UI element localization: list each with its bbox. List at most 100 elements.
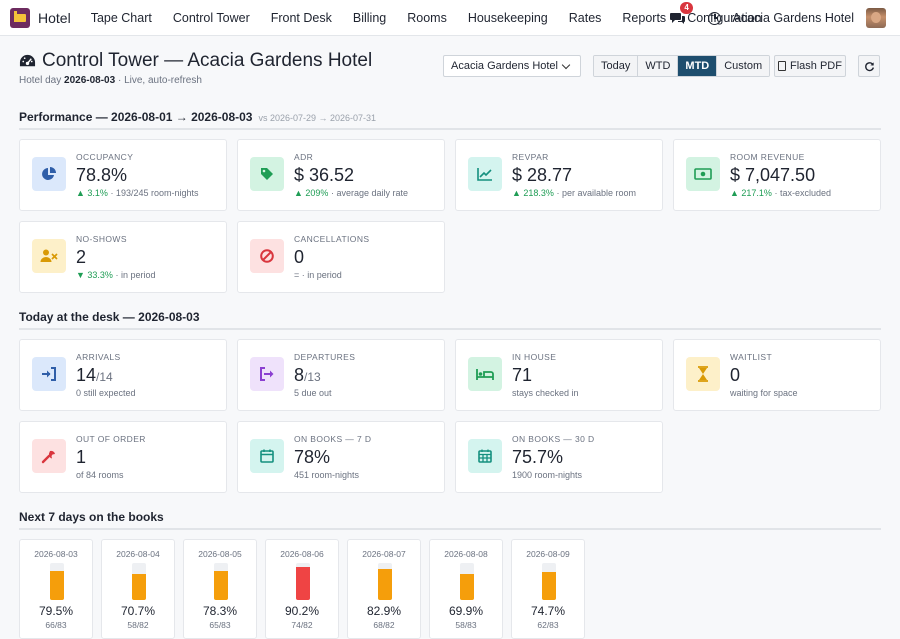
menu-rates[interactable]: Rates xyxy=(568,10,602,25)
menu-tape-chart[interactable]: Tape Chart xyxy=(90,10,152,25)
money-icon xyxy=(686,157,720,191)
desk-card-on-books-30d[interactable]: ON BOOKS — 30 D 75.7% 1900 room-nights xyxy=(455,421,663,493)
kpi-value: $ 7,047.50 xyxy=(730,165,816,185)
calendar-grid-icon xyxy=(468,439,502,473)
occupancy-bar-track xyxy=(460,563,474,600)
desk-card-on-books-7d[interactable]: ON BOOKS — 7 D 78% 451 room-nights xyxy=(237,421,445,493)
occupancy-bar-fill xyxy=(542,572,556,600)
kpi-value: 0 xyxy=(730,365,741,385)
kpi-card-room-revenue[interactable]: ROOM REVENUE $ 7,047.50 ▲ 217.1% · tax-e… xyxy=(673,139,881,211)
kpi-card-cancellations[interactable]: CANCELLATIONS 0 = · in period xyxy=(237,221,445,293)
kpi-delta: ▲ 217.1% xyxy=(730,188,772,198)
day-date: 2026-08-09 xyxy=(526,549,570,559)
desk-card-departures[interactable]: DEPARTURES 8/13 5 due out xyxy=(237,339,445,411)
period-custom-button[interactable]: Custom xyxy=(717,56,770,76)
comparison-period: vs 2026-07-29 → 2026-07-31 xyxy=(258,113,377,123)
period-today-button[interactable]: Today xyxy=(594,56,639,76)
flash-pdf-button[interactable]: Flash PDF xyxy=(774,55,846,77)
kpi-subtext: of 84 rooms xyxy=(76,470,124,480)
day-date: 2026-08-03 xyxy=(34,549,78,559)
day-occupancy-pct: 79.5% xyxy=(38,604,74,618)
occupancy-bar-fill xyxy=(296,566,310,600)
occupancy-bar-track xyxy=(378,563,392,600)
day-room-nights: 65/83 xyxy=(209,620,231,630)
company-switcher[interactable]: Acacia Gardens Hotel xyxy=(732,11,854,25)
hotel-app-icon[interactable] xyxy=(10,7,30,28)
messaging-button[interactable]: 4 xyxy=(670,2,693,26)
bed-icon xyxy=(468,357,502,391)
menu-rooms[interactable]: Rooms xyxy=(407,10,447,25)
menu-billing[interactable]: Billing xyxy=(352,10,387,25)
period-wtd-button[interactable]: WTD xyxy=(638,56,679,76)
kpi-card-no-shows[interactable]: NO-SHOWS 2 ▼ 33.3% · in period xyxy=(19,221,227,293)
hotel-day-date: 2026-08-03 xyxy=(64,75,116,86)
page-subtitle: Hotel day 2026-08-03 · Live, auto-refres… xyxy=(19,75,202,86)
kpi-subtext: 5 due out xyxy=(294,388,332,398)
wrench-icon xyxy=(32,439,66,473)
occupancy-bar-fill xyxy=(50,570,64,600)
occupancy-bar-fill xyxy=(460,574,474,600)
kpi-value: 75.7% xyxy=(512,447,564,467)
desk-card-waitlist[interactable]: WAITLIST 0 waiting for space xyxy=(673,339,881,411)
day-room-nights: 74/82 xyxy=(291,620,313,630)
kpi-label: OUT OF ORDER xyxy=(76,434,146,444)
kpi-subtext: waiting for space xyxy=(730,388,798,398)
day-room-nights: 66/83 xyxy=(45,620,67,630)
menu-configuration[interactable]: Configuration xyxy=(687,10,762,25)
day-card[interactable]: 2026-08-07 82.9% 68/82 xyxy=(347,539,421,639)
kpi-card-occupancy[interactable]: OCCUPANCY 78.8% ▲ 3.1% · 193/245 room-ni… xyxy=(19,139,227,211)
kpi-delta: ▲ 209% xyxy=(294,188,329,198)
menu-front-desk[interactable]: Front Desk xyxy=(270,10,332,25)
desk-card-arrivals[interactable]: ARRIVALS 14/14 0 still expected xyxy=(19,339,227,411)
kpi-label: ARRIVALS xyxy=(76,352,121,362)
menu-housekeeping[interactable]: Housekeeping xyxy=(467,10,548,25)
day-date: 2026-08-04 xyxy=(116,549,160,559)
occupancy-bar-track xyxy=(50,563,64,600)
chevron-down-icon xyxy=(561,60,571,69)
kpi-value: 78% xyxy=(294,447,331,467)
kpi-delta: ▼ 33.3% xyxy=(76,270,113,280)
day-room-nights: 58/82 xyxy=(127,620,149,630)
occupancy-bar-track xyxy=(542,563,556,600)
kpi-label: REVPAR xyxy=(512,152,549,162)
user-avatar[interactable] xyxy=(866,8,886,28)
kpi-subtext: = · in period xyxy=(294,270,342,280)
kpi-value: 78.8% xyxy=(76,165,128,185)
app-name[interactable]: Hotel xyxy=(38,9,71,26)
hotel-select[interactable]: Acacia Gardens Hotel xyxy=(443,55,581,77)
calendar-icon xyxy=(250,439,284,473)
period-toggle: Today WTD MTD Custom xyxy=(593,55,771,77)
kpi-card-revpar[interactable]: REVPAR $ 28.77 ▲ 218.3% · per available … xyxy=(455,139,663,211)
section-divider xyxy=(19,128,881,130)
kpi-card-adr[interactable]: ADR $ 36.52 ▲ 209% · average daily rate xyxy=(237,139,445,211)
day-card[interactable]: 2026-08-06 90.2% 74/82 xyxy=(265,539,339,639)
day-occupancy-pct: 74.7% xyxy=(530,604,566,618)
menu-reports[interactable]: Reports xyxy=(622,10,667,25)
day-card[interactable]: 2026-08-09 74.7% 62/83 xyxy=(511,539,585,639)
refresh-button[interactable] xyxy=(858,55,880,77)
day-date: 2026-08-06 xyxy=(280,549,324,559)
page-title: Control Tower — Acacia Gardens Hotel xyxy=(42,50,373,71)
occupancy-bar-track xyxy=(214,563,228,600)
kpi-value: 8/13 xyxy=(294,365,321,385)
line-chart-icon xyxy=(468,157,502,191)
user-times-icon xyxy=(32,239,66,273)
chat-count-badge: 4 xyxy=(680,2,693,14)
menu-control-tower[interactable]: Control Tower xyxy=(172,10,250,25)
day-card[interactable]: 2026-08-05 78.3% 65/83 xyxy=(183,539,257,639)
day-card[interactable]: 2026-08-08 69.9% 58/83 xyxy=(429,539,503,639)
day-card[interactable]: 2026-08-04 70.7% 58/82 xyxy=(101,539,175,639)
kpi-value: 14/14 xyxy=(76,365,113,385)
desk-card-out-of-order[interactable]: OUT OF ORDER 1 of 84 rooms xyxy=(19,421,227,493)
kpi-delta: ▲ 218.3% xyxy=(512,188,554,198)
period-mtd-button[interactable]: MTD xyxy=(678,56,718,76)
day-card[interactable]: 2026-08-03 79.5% 66/83 xyxy=(19,539,93,639)
kpi-value: 71 xyxy=(512,365,533,385)
next7-section-title: Next 7 days on the books xyxy=(19,510,164,524)
desk-card-in-house[interactable]: IN HOUSE 71 stays checked in xyxy=(455,339,663,411)
kpi-label: IN HOUSE xyxy=(512,352,557,362)
kpi-subtext: ▲ 3.1% · 193/245 room-nights xyxy=(76,188,199,198)
activity-clock-icon[interactable] xyxy=(708,11,722,25)
day-room-nights: 62/83 xyxy=(537,620,559,630)
kpi-subtext: ▲ 217.1% · tax-excluded xyxy=(730,188,831,198)
